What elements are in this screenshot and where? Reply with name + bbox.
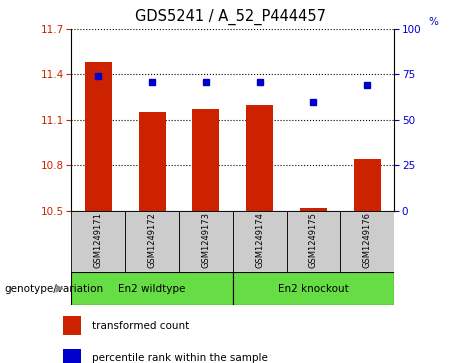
Bar [354,159,381,211]
Text: En2 wildtype: En2 wildtype [118,284,186,294]
Text: GSM1249174: GSM1249174 [255,212,264,268]
Text: GSM1249173: GSM1249173 [201,212,210,268]
Text: GSM1249176: GSM1249176 [363,212,372,268]
Bar [233,211,287,272]
Text: genotype/variation: genotype/variation [5,284,104,294]
Text: GSM1249175: GSM1249175 [309,212,318,268]
Text: En2 knockout: En2 knockout [278,284,349,294]
Bar [63,349,81,363]
Text: GSM1249171: GSM1249171 [94,212,103,268]
Bar [71,272,233,305]
Bar [125,211,179,272]
Text: GSM1249172: GSM1249172 [148,212,157,268]
Bar [71,211,125,272]
Bar [85,62,112,211]
Bar [246,105,273,211]
Bar [179,211,233,272]
Bar [63,317,81,335]
Bar [233,272,394,305]
Bar [340,211,394,272]
Bar [139,112,165,211]
Bar [193,109,219,211]
Text: percentile rank within the sample: percentile rank within the sample [92,353,268,363]
Bar [300,208,327,211]
Text: %: % [428,17,438,27]
Text: transformed count: transformed count [92,321,189,331]
Bar [287,211,340,272]
Text: GDS5241 / A_52_P444457: GDS5241 / A_52_P444457 [135,9,326,25]
